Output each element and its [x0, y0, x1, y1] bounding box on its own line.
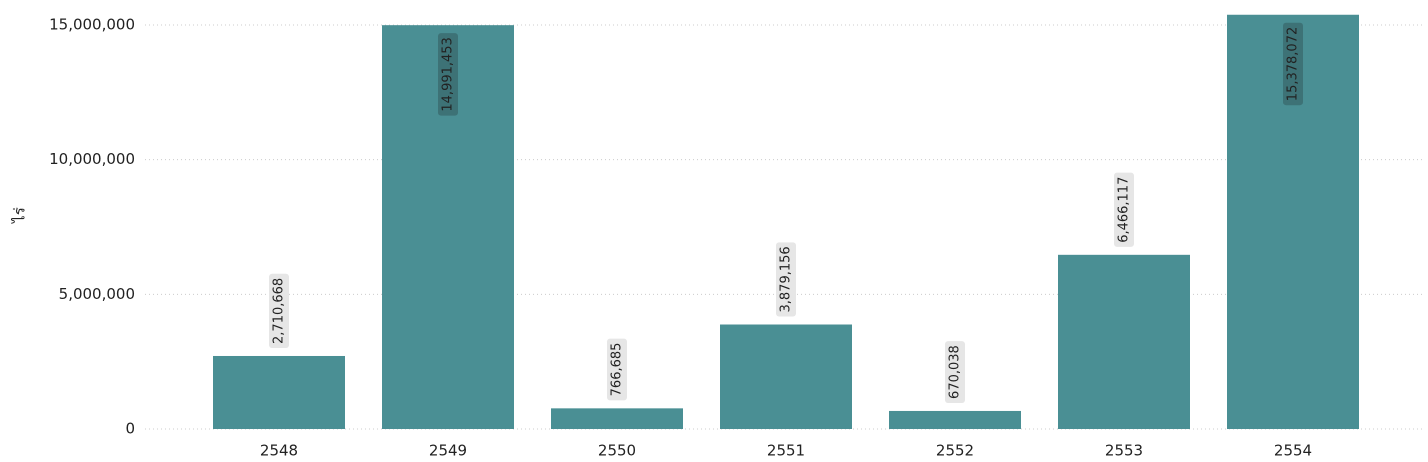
bar: [213, 355, 345, 429]
y-axis-title: ไร่: [11, 207, 29, 224]
bar: [889, 410, 1021, 429]
x-tick-label: 2550: [598, 442, 636, 460]
value-label-bg: [945, 341, 965, 403]
value-label: 14,991,453: [441, 37, 456, 111]
value-label: 15,378,072: [1286, 27, 1301, 101]
y-tick-label: 0: [125, 420, 135, 438]
y-tick-label: 15,000,000: [49, 15, 135, 33]
bar: [551, 408, 683, 429]
value-label: 6,466,117: [1117, 177, 1132, 243]
y-tick-label: 5,000,000: [59, 285, 135, 303]
x-tick-label: 2548: [260, 442, 298, 460]
value-label-bg: [438, 33, 458, 116]
value-label-bg: [607, 338, 627, 401]
value-label-bg: [776, 242, 796, 317]
x-tick-label: 2554: [1274, 442, 1312, 460]
bar: [1058, 254, 1190, 429]
value-label: 3,879,156: [779, 246, 794, 312]
x-tick-label: 2551: [767, 442, 805, 460]
x-tick-label: 2549: [429, 442, 467, 460]
value-label-bg: [1114, 172, 1134, 247]
value-label: 2,710,668: [272, 278, 287, 344]
value-label: 670,038: [948, 345, 963, 399]
x-tick-label: 2552: [936, 442, 974, 460]
bar: [720, 324, 852, 429]
y-tick-label: 10,000,000: [49, 150, 135, 168]
value-label-bg: [1283, 22, 1303, 106]
value-label: 766,685: [610, 343, 625, 397]
x-tick-label: 2553: [1105, 442, 1143, 460]
value-label-bg: [269, 273, 289, 348]
